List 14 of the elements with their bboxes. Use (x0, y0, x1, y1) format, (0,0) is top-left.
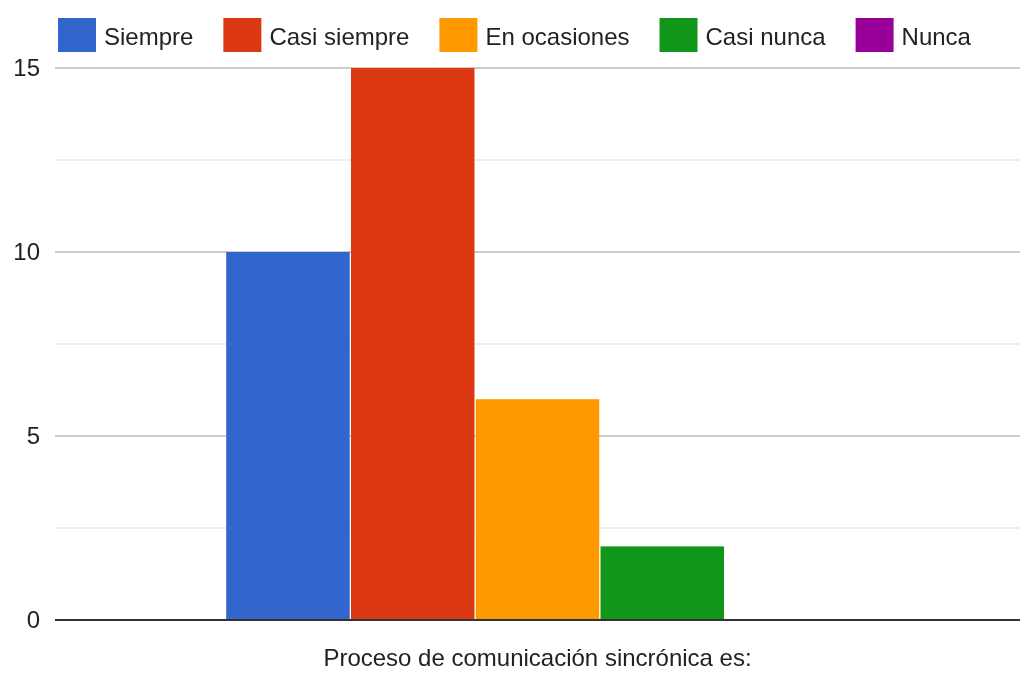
y-tick-label: 15 (13, 54, 40, 82)
bar (600, 546, 725, 620)
bar (475, 399, 600, 620)
legend-label: Siempre (104, 23, 194, 50)
legend-label: En ocasiones (485, 23, 630, 50)
y-tick-label: 5 (26, 422, 40, 450)
bar (350, 68, 475, 620)
legend-label: Nunca (901, 23, 972, 50)
x-axis-title: Proceso de comunicación sincrónica es: (323, 644, 752, 671)
legend-label: Casi nunca (705, 23, 827, 50)
bar (226, 252, 350, 620)
y-tick-label: 0 (26, 606, 40, 634)
y-tick-label: 10 (13, 238, 40, 266)
legend-label: Casi siempre (269, 23, 410, 50)
